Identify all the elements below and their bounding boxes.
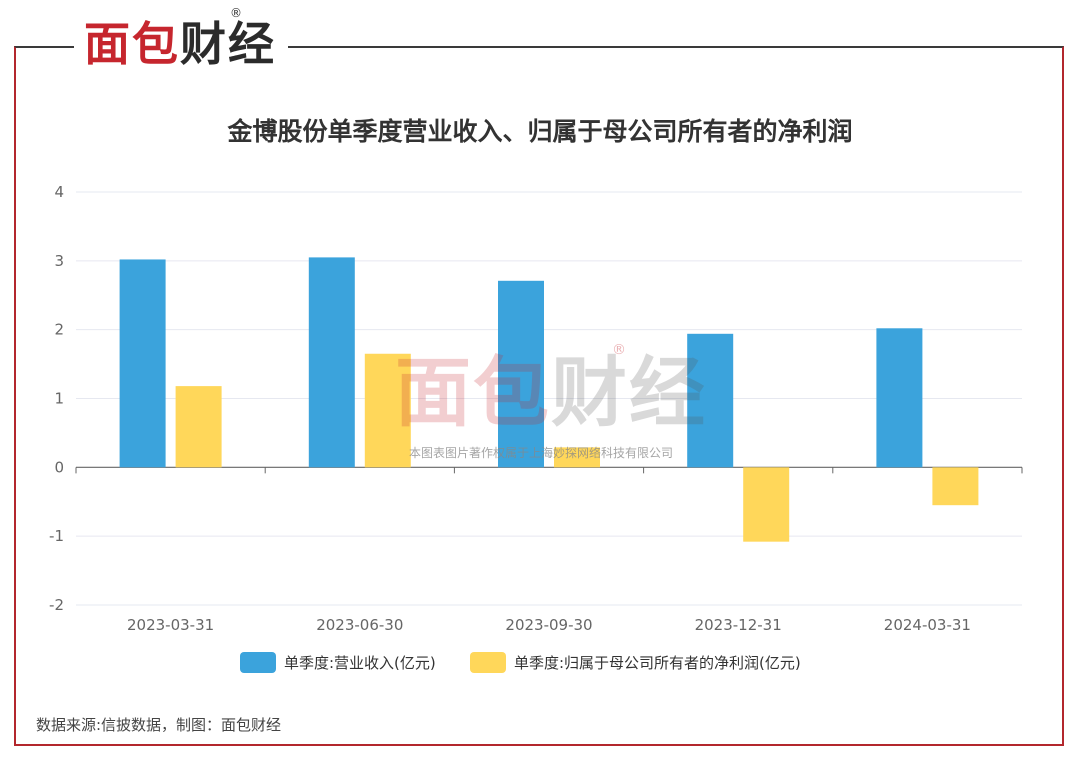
x-axis-labels: 2023-03-31 2023-06-30 2023-09-30 2023-12-31…	[127, 616, 971, 634]
logo-backdrop	[74, 30, 288, 70]
watermark-logo-part1: 面包	[395, 348, 551, 437]
watermark-logo: 面包财经	[395, 348, 707, 438]
bar-net-profit[interactable]	[932, 467, 979, 506]
legend-item-profit[interactable]: 单季度:归属于母公司所有者的净利润(亿元)	[470, 650, 801, 674]
y-tick-label: -1	[49, 527, 64, 545]
x-tick-label: 2023-12-31	[695, 616, 782, 634]
legend-item-revenue[interactable]: 单季度:营业收入(亿元)	[240, 650, 436, 674]
legend-swatch-revenue	[240, 651, 276, 673]
bar-revenue[interactable]	[687, 333, 734, 468]
registered-mark: ®	[230, 6, 242, 20]
bar-revenue[interactable]	[308, 257, 355, 468]
bar-net-profit[interactable]	[743, 467, 790, 542]
y-axis-ticks: -2 -1 0 1 2 3 4	[49, 183, 64, 614]
brand-logo-part1: 面包	[84, 17, 180, 71]
legend-label-profit: 单季度:归属于母公司所有者的净利润(亿元)	[514, 653, 801, 672]
data-source-note: 数据来源:信披数据，制图：面包财经	[36, 716, 282, 734]
x-tick-label: 2023-06-30	[316, 616, 403, 634]
y-tick-label: 2	[54, 321, 64, 339]
x-tick-label: 2023-03-31	[127, 616, 214, 634]
bar-net-profit[interactable]	[364, 353, 411, 468]
brand-logo: 面包财经	[84, 14, 276, 74]
legend: 单季度:营业收入(亿元) 单季度:归属于母公司所有者的净利润(亿元)	[0, 650, 1080, 674]
x-axis	[75, 466, 1023, 474]
y-tick-label: 3	[54, 252, 64, 270]
bar-revenue[interactable]	[876, 328, 923, 468]
x-tick-label: 2023-09-30	[505, 616, 592, 634]
brand-logo-part2: 财经	[180, 17, 276, 71]
legend-label-revenue: 单季度:营业收入(亿元)	[284, 653, 436, 672]
watermark-text: 本图表图片著作权属于上海妙探网络科技有限公司	[408, 446, 673, 460]
watermark-registered-mark: ®	[612, 342, 626, 358]
legend-swatch-profit	[470, 651, 506, 673]
y-tick-label: 1	[54, 390, 64, 408]
chart-title: 金博股份单季度营业收入、归属于母公司所有者的净利润	[227, 117, 853, 146]
x-tick-label: 2024-03-31	[884, 616, 971, 634]
chart-frame	[14, 46, 1064, 746]
grid-lines	[76, 191, 1022, 606]
bars	[119, 257, 979, 542]
bar-revenue[interactable]	[498, 280, 544, 468]
bar-revenue[interactable]	[119, 259, 166, 468]
watermark-logo-part2: 财经	[551, 348, 707, 437]
y-tick-label: -2	[49, 596, 64, 614]
y-tick-label: 4	[54, 183, 64, 201]
bar-net-profit[interactable]	[175, 386, 222, 468]
y-tick-label: 0	[54, 458, 64, 476]
bar-net-profit[interactable]	[554, 447, 600, 468]
